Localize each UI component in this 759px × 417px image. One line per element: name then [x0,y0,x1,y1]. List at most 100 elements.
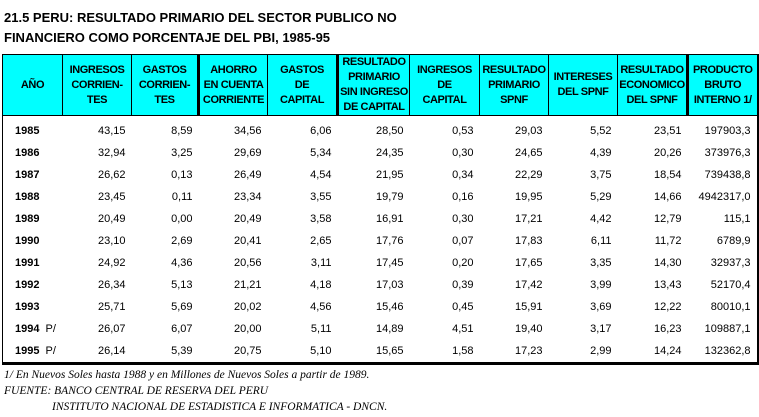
value-cell: 5,13 [171,279,193,291]
value-cell: 26,14 [97,345,126,357]
value-cell: 20,00 [233,323,262,335]
column-header: GASTOS CORRIEN- TES [131,54,200,116]
value-cell: 18,54 [653,169,682,181]
value-cell: 14,24 [653,345,682,357]
year-cell: 1987 [3,164,63,186]
value-cell: 17,76 [375,235,404,247]
column-header-line: DE [437,78,452,91]
source-line-1: FUENTE: BANCO CENTRAL DE RESERVA DEL PER… [4,385,269,397]
value-cell: 0,39 [452,279,474,291]
year-value: 1990 [15,235,40,247]
table-row: 1986 32,94 3,25 29,69 5,34 24,35 0,30 24,65 4,39… [3,142,758,164]
value-cell: 20,26 [653,147,682,159]
year-value: 1994 [15,323,40,335]
value-cell: 26,34 [97,279,126,291]
value-cell: 14,30 [653,257,682,269]
value-cell: 19,40 [514,323,543,335]
value-cell: 739438,8 [704,169,751,181]
value-cell: 20,49 [97,213,126,225]
value-cell: 3,99 [590,279,612,291]
value-cell: 5,34 [310,147,332,159]
value-cell: 197903,3 [704,125,751,137]
column-header-line: TES [154,93,175,106]
value-cell: 0,07 [452,235,474,247]
value-cell: 0,20 [452,257,474,269]
year-cell: 1985 [3,116,63,143]
table-row: 1993 25,71 5,69 20,02 4,56 15,46 0,45 15,91 3,69… [3,296,758,318]
year-value: 1993 [15,301,40,313]
value-cell: 5,39 [171,345,193,357]
value-cell: 24,65 [514,147,543,159]
value-cell: 3,69 [590,301,612,313]
value-cell: 34,56 [233,125,262,137]
column-header-line: GASTOS [280,63,324,76]
year-cell: 1994 P/ [3,318,63,340]
column-header-line: RESULTADO [482,63,546,76]
value-cell: 6,07 [171,323,193,335]
column-header: RESULTADO PRIMARIO SIN INGRESO DE CAPITAL [337,54,410,116]
column-header-line: INGRESOS [69,63,125,76]
year-cell: 1989 [3,208,63,230]
value-cell: 16,23 [653,323,682,335]
column-header-line: SIN INGRESO [340,86,408,98]
column-header: AÑO [2,54,63,116]
value-cell: 43,15 [97,125,126,137]
value-cell: 0,00 [171,213,193,225]
table-row: 1994 P/26,07 6,07 20,00 5,11 14,89 4,51 19,40 3,… [3,318,758,340]
value-cell: 4,39 [590,147,612,159]
value-cell: 20,56 [233,257,262,269]
value-cell: 23,10 [97,235,126,247]
value-cell: 52170,4 [710,279,751,291]
column-header-line: INTERNO 1/ [693,93,752,106]
value-cell: 0,16 [452,191,474,203]
column-header-line: RESULTADO [620,63,684,76]
column-header-line: TES [86,93,108,106]
value-cell: 17,03 [375,279,404,291]
value-cell: 0,30 [452,147,474,159]
value-cell: 2,99 [590,345,612,357]
column-header-line: CORRIEN- [71,78,123,91]
year-value: 1988 [15,191,40,203]
value-cell: 0,13 [171,169,193,181]
year-cell: 1986 [3,142,63,164]
value-cell: 6789,9 [716,235,751,247]
value-cell: 21,21 [233,279,262,291]
value-cell: 1,58 [452,345,474,357]
value-cell: 4942317,0 [698,191,751,203]
value-cell: 4,36 [171,257,193,269]
value-cell: 16,91 [375,213,404,225]
column-header-line: DE [294,78,310,91]
table-title-line2: FINANCIERO COMO PORCENTAJE DEL PBI, 1985… [4,30,331,45]
data-table: AÑO INGRESOS CORRIEN- TES GASTOS CORRIEN- TES A… [2,54,759,365]
value-cell: 28,50 [375,125,404,137]
value-cell: 5,29 [590,191,612,203]
value-cell: 22,29 [514,169,543,181]
column-header-line: ECONOMICO [619,78,685,91]
value-cell: 26,62 [97,169,126,181]
value-cell: 29,03 [514,125,543,137]
value-cell: 0,45 [452,301,474,313]
column-header-line: AÑO [20,78,45,91]
value-cell: 23,45 [97,191,126,203]
column-header-line: PRODUCTO [692,63,753,76]
value-cell: 2,65 [310,235,332,247]
column-header: GASTOS DE CAPITAL [267,54,339,116]
value-cell: 3,58 [310,213,332,225]
value-cell: 17,23 [514,345,543,357]
table-row: 1988 23,45 0,11 23,34 3,55 19,79 0,16 19,95 5,29… [3,186,758,208]
column-header-line: CAPITAL [422,93,467,106]
value-cell: 0,30 [452,213,474,225]
value-cell: 132362,8 [704,345,751,357]
value-cell: 4,51 [452,323,474,335]
value-cell: 5,10 [310,345,332,357]
value-cell: 14,66 [653,191,682,203]
table-row: 1992 26,34 5,13 21,21 4,18 17,03 0,39 17,42 3,99… [3,274,758,296]
table-row: 1989 20,49 0,00 20,49 3,58 16,91 0,30 17,21 4,42… [3,208,758,230]
value-cell: 29,69 [233,147,262,159]
year-value: 1987 [15,169,40,181]
year-cell: 1988 [3,186,63,208]
value-cell: 0,53 [452,125,474,137]
value-cell: 3,55 [310,191,332,203]
value-cell: 109887,1 [704,323,751,335]
